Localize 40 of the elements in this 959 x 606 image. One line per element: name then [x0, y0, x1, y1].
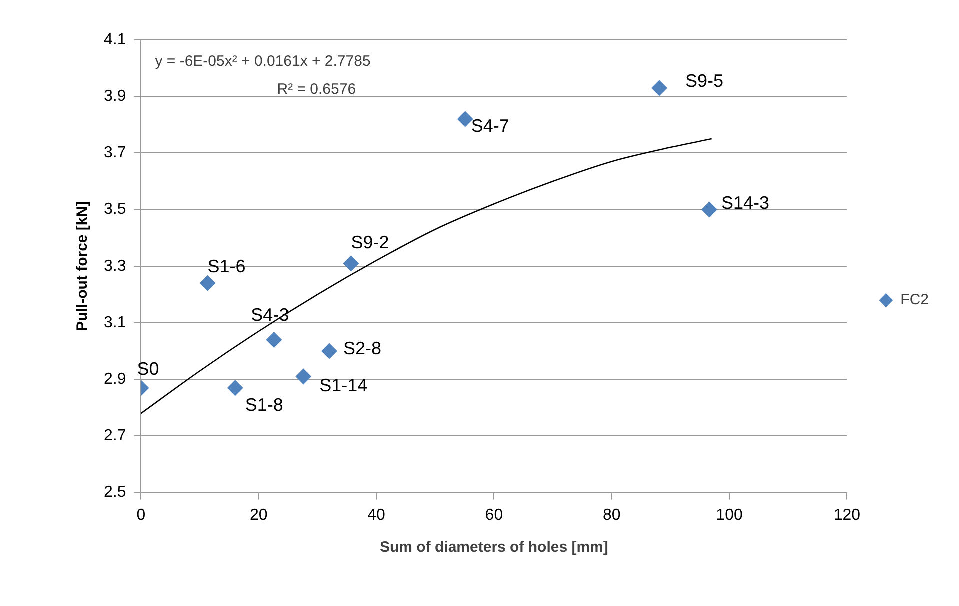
annotation: S4-7 [471, 116, 510, 136]
x-tick-label: 100 [716, 506, 743, 524]
point [296, 368, 312, 385]
annotation: S0 [137, 359, 160, 380]
x-tick-label: 120 [834, 506, 861, 524]
y-tick-label: 3.5 [104, 201, 126, 218]
annotation: S2-8 [343, 338, 382, 358]
y-tick-label: 2.9 [104, 371, 126, 388]
annotation: S1-6 [208, 256, 246, 276]
legend-label: FC2 [900, 292, 930, 309]
point [457, 111, 474, 128]
annotation: S9-2 [351, 232, 390, 253]
y-tick-label: 3.9 [104, 88, 126, 106]
point [321, 343, 338, 360]
annotation: S1-8 [245, 395, 284, 416]
point [200, 275, 216, 292]
annotation: S1-14 [320, 376, 368, 396]
annotation: S9-5 [686, 71, 724, 92]
point [652, 80, 668, 96]
y-tick-label: 4.1 [104, 31, 126, 48]
y-tick-label: 2.7 [104, 428, 126, 445]
x-tick-label: 60 [485, 506, 504, 524]
point [266, 332, 282, 348]
annotation: S4-3 [251, 304, 290, 325]
y-tick-label: 3.3 [104, 258, 126, 275]
y-axis-title: Pull-out force [kN] [74, 201, 92, 332]
x-tick-label: 40 [368, 506, 386, 524]
point [702, 202, 718, 218]
point [227, 380, 244, 396]
x-axis-title: Sum of diameters of holes [mm] [380, 539, 608, 556]
y-tick-label: 3.7 [104, 144, 126, 162]
y-tick-label: 2.5 [104, 484, 126, 502]
annotation: R² = 0.6576 [277, 81, 356, 98]
point [343, 256, 360, 272]
y-tick-label: 3.1 [104, 314, 126, 332]
annotation: y = -6E-05x² + 0.0161x + 2.7785 [155, 53, 371, 70]
x-tick-label: 0 [136, 506, 146, 524]
x-tick-label: 80 [602, 506, 621, 524]
annotation: S14-3 [722, 192, 770, 213]
x-tick-label: 20 [250, 506, 268, 524]
